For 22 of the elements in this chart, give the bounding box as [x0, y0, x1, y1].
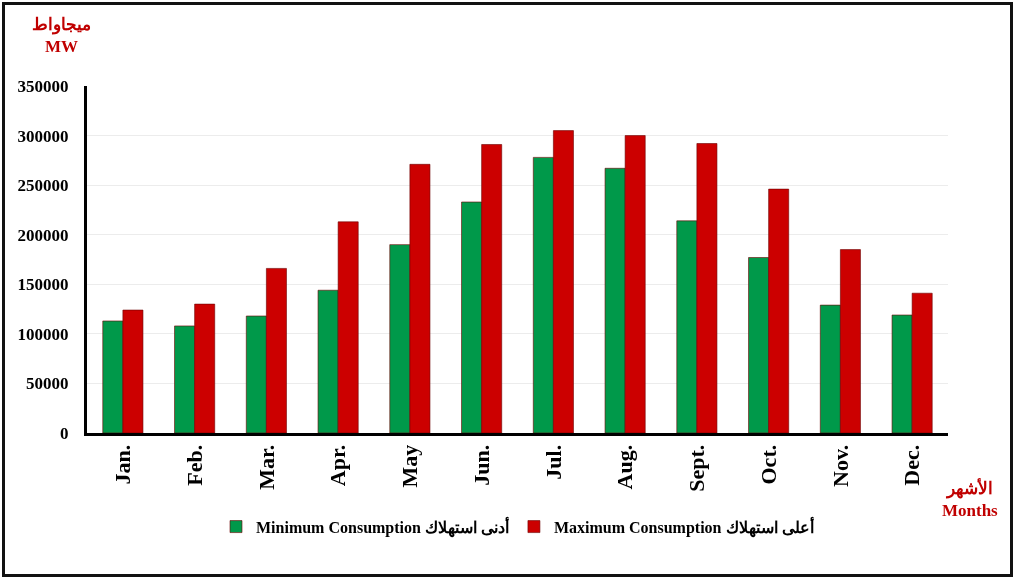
y-tick-label: 0	[60, 423, 69, 443]
x-tick-label: Oct.	[755, 444, 781, 485]
x-tick-label: Dec.	[899, 444, 925, 486]
y-tick-label: 100000	[17, 324, 69, 344]
x-tick-label: Jan.	[110, 444, 136, 485]
y-tick-label: 250000	[17, 176, 69, 196]
x-tick-label: Feb.	[181, 444, 207, 486]
y-tick-label: 200000	[17, 225, 69, 245]
legend-label: Maximum Consumption أعلى استهلاك	[553, 515, 814, 538]
y-tick-label: 350000	[17, 76, 69, 96]
legend-label: Minimum Consumption أدنى استهلاك	[256, 515, 509, 538]
x-tick-label: Aug.	[612, 444, 638, 490]
y-tick-label: 150000	[17, 275, 69, 295]
x-tick-label: May	[397, 444, 423, 488]
x-tick-label: Jul.	[540, 444, 566, 480]
x-tick-label: Jun.	[468, 444, 494, 486]
x-tick-label: Apr.	[325, 444, 351, 487]
x-tick-label: Mar.	[253, 444, 279, 490]
x-tick-label: Sept.	[684, 444, 710, 492]
y-tick-label: 300000	[17, 126, 69, 146]
x-tick-label: Nov.	[827, 444, 853, 487]
y-tick-label: 50000	[26, 374, 69, 394]
